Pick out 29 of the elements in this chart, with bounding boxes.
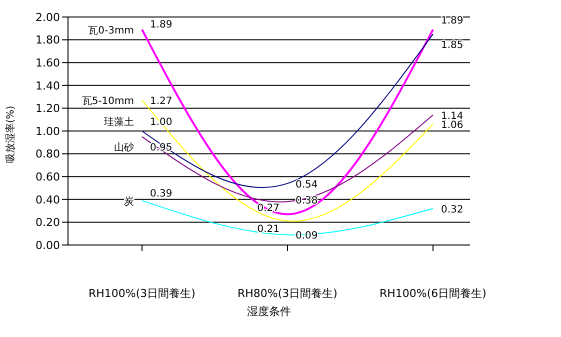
y-tick-label: 0.40	[36, 193, 60, 206]
y-tick-label: 1.00	[36, 124, 60, 138]
x-tick-label: RH100%(6日間養生)	[380, 286, 486, 300]
data-label: 1.85	[441, 40, 464, 52]
data-label: 1.06	[441, 120, 464, 132]
series-label: 瓦5-10mm	[82, 96, 134, 108]
series-label: 炭	[124, 196, 134, 208]
y-tick-label: 1.60	[36, 56, 60, 70]
y-tick-label: 0.20	[36, 216, 60, 230]
data-label: 0.21	[257, 224, 280, 236]
y-tick-label: 0.60	[36, 170, 60, 184]
data-label: 1.27	[150, 96, 172, 108]
x-tick-label: RH100%(3日間養生)	[88, 286, 196, 300]
x-axis-title: 湿度条件	[247, 305, 291, 318]
series-label: 珪藻土	[104, 116, 134, 128]
y-axis-title: 吸放湿率(%)	[4, 106, 17, 163]
data-label: 0.54	[296, 179, 318, 190]
x-tick-label: RH80%(3日間養生)	[238, 286, 338, 300]
y-tick-label: 1.20	[36, 102, 60, 116]
y-tick-label: 0.80	[36, 148, 60, 161]
y-tick-label: 1.40	[36, 79, 60, 92]
data-label: 1.89	[150, 20, 172, 31]
series-label: 瓦0-3mm	[88, 26, 134, 37]
data-label: 0.32	[441, 204, 464, 216]
y-tick-label: 1.80	[36, 34, 60, 47]
series-label: 山砂	[114, 142, 134, 154]
y-tick-label: 2.00	[36, 10, 60, 24]
data-label: 0.39	[150, 188, 172, 200]
y-tick-label: 0.00	[36, 238, 60, 252]
